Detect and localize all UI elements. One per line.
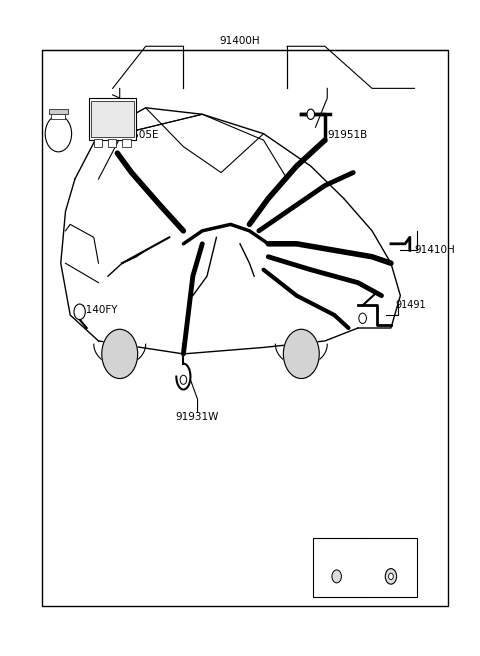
Circle shape — [45, 115, 72, 152]
Text: 91491: 91491 — [396, 300, 426, 310]
Text: 0.835: 0.835 — [379, 548, 403, 557]
Text: 91410H: 91410H — [415, 245, 455, 255]
Bar — [108, 139, 117, 147]
Bar — [51, 110, 65, 119]
Circle shape — [74, 304, 85, 319]
Text: 0.715: 0.715 — [327, 548, 351, 557]
Circle shape — [385, 569, 396, 584]
Circle shape — [102, 329, 138, 379]
Circle shape — [307, 109, 314, 119]
Bar — [89, 98, 136, 140]
Bar — [49, 109, 68, 114]
Bar — [91, 101, 134, 137]
Bar — [122, 139, 131, 147]
Circle shape — [359, 313, 366, 323]
Bar — [313, 539, 417, 597]
Text: 91505E: 91505E — [120, 130, 159, 140]
Circle shape — [180, 375, 187, 384]
Bar — [94, 139, 102, 147]
Text: 91400H: 91400H — [220, 36, 260, 47]
Circle shape — [332, 570, 341, 583]
Circle shape — [389, 573, 393, 580]
Bar — [42, 49, 447, 607]
Text: 91951B: 91951B — [327, 130, 368, 140]
Text: 91931W: 91931W — [176, 412, 219, 422]
Text: 1140FY: 1140FY — [80, 305, 118, 316]
Circle shape — [283, 329, 319, 379]
